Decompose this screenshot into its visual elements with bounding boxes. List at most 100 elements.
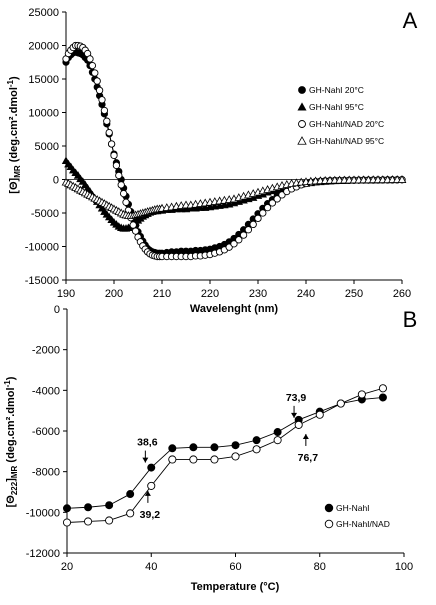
data-point <box>117 181 125 189</box>
data-point <box>252 436 261 445</box>
data-point <box>122 198 130 206</box>
data-point <box>86 55 94 63</box>
annotation-label: 76,7 <box>298 452 319 464</box>
y-tick-label: 10000 <box>28 108 59 120</box>
data-point <box>210 443 219 452</box>
y-tick-label: 25000 <box>28 7 59 19</box>
data-point <box>119 189 128 198</box>
data-point <box>93 77 101 85</box>
series-line <box>66 397 383 509</box>
panel-b-y-axis-label: [Θ222]MR (deg.cm².dmol-1) <box>3 376 19 507</box>
panel-a-label: A <box>403 8 418 33</box>
x-tick-label: 40 <box>145 561 157 573</box>
data-point <box>231 452 240 461</box>
x-tick-label: 230 <box>249 288 267 300</box>
data-point <box>105 516 114 525</box>
data-point <box>126 490 135 499</box>
annotation-arrowhead <box>144 490 151 496</box>
data-point <box>210 455 219 464</box>
data-point <box>88 61 97 70</box>
data-point <box>110 151 118 160</box>
panel-a-y-axis-label: [Θ]MR (deg.cm².dmol-1) <box>6 76 22 194</box>
data-point <box>230 240 238 248</box>
data-point <box>168 455 177 464</box>
data-point <box>259 209 267 217</box>
data-point <box>336 399 345 408</box>
data-point <box>147 463 156 472</box>
x-tick-label: 250 <box>345 288 363 300</box>
legend-label: GH-NahI/NAD 95°C <box>309 136 384 146</box>
data-point <box>254 214 262 223</box>
panel-b-plot: -12000 -10000 -8000 -6000 -4000 -2000 0 20 40 60 8… <box>26 304 413 573</box>
legend-label: GH-NahI 95°C <box>309 102 364 112</box>
data-point <box>103 117 111 125</box>
data-point <box>294 420 303 429</box>
legend-marker <box>324 503 334 513</box>
x-tick-label: 190 <box>57 288 75 300</box>
data-point <box>126 509 135 518</box>
legend-label: GH-NahI 20°C <box>309 85 364 95</box>
panel-a-legend: GH-NahI 20°C GH-NahI 95°C GH-NahI/NAD 20°C… <box>297 85 384 146</box>
data-point <box>84 517 93 526</box>
data-point <box>107 140 116 148</box>
data-point <box>147 481 156 490</box>
legend-marker <box>324 519 334 529</box>
x-tick-label: 220 <box>201 288 219 300</box>
annotation-label: 39,2 <box>140 509 161 521</box>
legend-marker <box>298 86 306 94</box>
annotation-label: 38,6 <box>137 437 158 449</box>
data-point <box>115 171 123 180</box>
y-tick-label: -15000 <box>25 275 59 287</box>
data-point <box>235 236 243 244</box>
data-point <box>98 96 106 104</box>
data-point <box>63 504 72 513</box>
annotation-arrowhead <box>302 433 309 439</box>
y-tick-label: 5000 <box>35 141 59 153</box>
panel-a-plot: -15000 -10000 -5000 0 5000 10000 15000 20000 250… <box>25 7 411 300</box>
data-point <box>273 436 282 445</box>
panel-a: A -15000 -10000 -5000 0 5000 10000 15000 20000 2… <box>6 7 418 315</box>
data-point <box>95 86 104 95</box>
y-tick-label: -12000 <box>26 548 60 560</box>
data-point <box>91 69 99 77</box>
x-tick-label: 80 <box>314 561 326 573</box>
annotation-label: 73,9 <box>286 392 307 404</box>
data-point <box>249 220 257 229</box>
data-point <box>263 203 272 212</box>
legend-marker <box>298 120 306 128</box>
x-tick-label: 60 <box>229 561 241 573</box>
data-point <box>231 441 240 450</box>
data-point <box>378 393 387 402</box>
y-tick-label: 0 <box>53 175 59 187</box>
x-tick-label: 20 <box>61 561 73 573</box>
data-point <box>105 501 114 510</box>
x-tick-label: 260 <box>393 288 411 300</box>
legend-marker <box>297 136 307 145</box>
data-point <box>239 231 248 239</box>
data-point <box>315 410 324 419</box>
y-tick-label: 0 <box>54 304 60 316</box>
x-tick-label: 200 <box>105 288 123 300</box>
panel-b-legend: GH-NahI GH-NahI/NAD <box>324 503 390 529</box>
annotation-arrowhead <box>291 412 298 418</box>
panel-a-x-axis-label: Wavelenght (nm) <box>190 303 279 315</box>
data-point <box>112 161 121 170</box>
y-tick-label: -10000 <box>26 507 60 519</box>
series-line <box>66 387 384 523</box>
y-tick-label: 15000 <box>28 74 59 86</box>
x-tick-label: 210 <box>153 288 171 300</box>
data-point <box>397 175 407 183</box>
legend-label: GH-NahI <box>336 503 370 513</box>
y-tick-label: -10000 <box>25 242 59 254</box>
annotation-arrowhead <box>142 457 149 463</box>
x-tick-label: 240 <box>297 288 315 300</box>
y-tick-label: -8000 <box>32 467 60 479</box>
data-point <box>131 227 140 235</box>
x-tick-label: 100 <box>395 561 413 573</box>
data-point <box>105 128 113 137</box>
data-point <box>100 106 109 115</box>
panel-b: B -12000 -10000 -8000 -6000 -4000 -2000 0 20 40 6… <box>3 304 417 593</box>
data-point <box>252 445 261 454</box>
